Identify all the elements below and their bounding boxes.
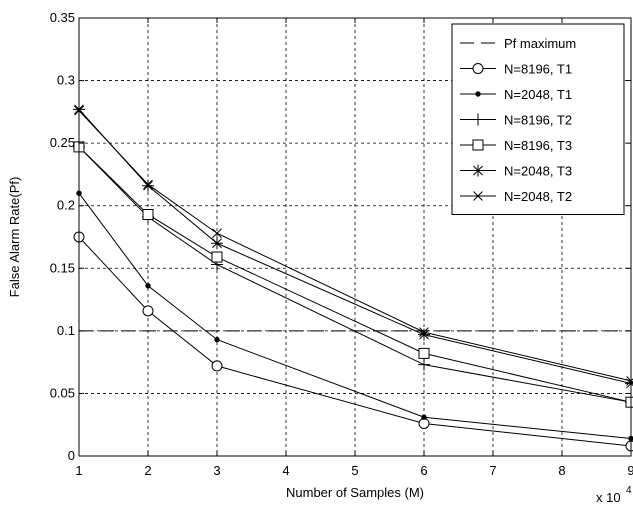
legend-marker: [475, 91, 481, 97]
legend-marker: [472, 63, 484, 74]
x-tick-label: 3: [213, 463, 220, 478]
legend-label: N=2048, T2: [504, 189, 572, 204]
x-tick-label: 9: [627, 463, 633, 478]
data-point: [142, 179, 154, 192]
y-axis-label: False Alarm Rate(Pf): [7, 177, 22, 298]
data-point: [143, 179, 153, 190]
legend-entry: N=8196, T2: [460, 113, 572, 128]
y-tick-label: 0.3: [57, 73, 75, 88]
legend-marker: [472, 139, 484, 151]
x-tick-label: 4: [282, 463, 289, 478]
x-tick-label: 1: [75, 463, 82, 478]
y-tick-label: 0.1: [57, 323, 75, 338]
legend-marker: [473, 191, 483, 201]
data-point: [211, 251, 223, 263]
data-point: [142, 208, 154, 220]
x-multiplier-base: x 10: [596, 490, 621, 505]
legend-entry: N=2048, T2: [460, 189, 572, 204]
y-tick-label: 0: [68, 448, 75, 463]
legend-label: N=8196, T1: [504, 62, 572, 77]
legend-marker: [472, 113, 484, 126]
x-axis-label: Number of Samples (M): [286, 485, 424, 500]
x-tick-label: 8: [558, 463, 565, 478]
x-axis-multiplier: x 10 4: [596, 485, 632, 505]
legend-entry: N=2048, T3: [460, 164, 572, 179]
legend-label: N=8196, T2: [504, 113, 572, 128]
data-point: [421, 414, 427, 420]
y-tick-label: 0.15: [50, 260, 75, 275]
data-point: [145, 283, 151, 289]
y-tick-label: 0.25: [50, 135, 75, 150]
legend-entry: N=8196, T1: [460, 62, 572, 77]
legend: Pf maximum N=8196, T1 N=2048, T1 N=8196, T2…: [451, 23, 625, 215]
x-tick-label: 7: [489, 463, 496, 478]
legend-entry: N=2048, T1: [460, 87, 572, 102]
legend-label: Pf maximum: [504, 36, 576, 51]
x-multiplier-exponent: 4: [626, 485, 632, 496]
data-point: [419, 327, 429, 337]
x-tick-label: 6: [420, 463, 427, 478]
legend-entry: Pf maximum: [460, 36, 576, 51]
x-tick-label: 2: [144, 463, 151, 478]
data-point: [418, 417, 430, 429]
legend-label: N=8196, T3: [504, 138, 572, 153]
axis-ticks: 1 2 3 4 5 6 7 8 9 0 0.05 0.1 0.15 0.2 0.25 0.3 0.35: [50, 10, 633, 478]
legend-label: N=2048, T3: [504, 164, 572, 179]
y-tick-label: 0.35: [50, 10, 75, 25]
data-point: [625, 396, 633, 408]
data-point: [418, 347, 430, 359]
data-point: [418, 328, 430, 341]
legend-label: N=2048, T1: [504, 87, 572, 102]
data-point: [625, 440, 633, 452]
legend-marker: [472, 164, 484, 177]
y-tick-label: 0.2: [57, 198, 75, 213]
x-tick-label: 5: [351, 463, 358, 478]
data-point: [212, 228, 222, 239]
data-point: [214, 336, 220, 343]
data-point: [211, 237, 223, 250]
data-point: [142, 305, 154, 317]
data-point: [211, 360, 223, 372]
data-point: [418, 358, 430, 371]
y-tick-label: 0.05: [50, 385, 75, 400]
legend-entry: N=8196, T3: [460, 138, 572, 153]
